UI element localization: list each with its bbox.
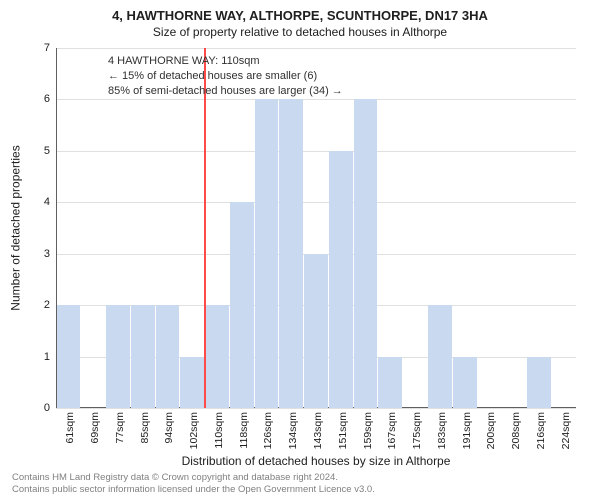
x-tick-label: 143sqm xyxy=(312,412,324,449)
callout-line: ← 15% of detached houses are smaller (6) xyxy=(108,69,343,84)
histogram-bar xyxy=(279,99,303,408)
histogram-bar xyxy=(378,357,402,408)
x-tick-label: 134sqm xyxy=(287,412,299,449)
histogram-bar xyxy=(106,305,130,408)
callout-box: 4 HAWTHORNE WAY: 110sqm← 15% of detached… xyxy=(104,52,347,101)
chart-plot-area: 0123456761sqm69sqm77sqm85sqm94sqm102sqm1… xyxy=(56,48,576,408)
histogram-bar xyxy=(304,254,328,408)
histogram-bar xyxy=(205,305,229,408)
x-tick-label: 110sqm xyxy=(213,412,225,449)
footer-attribution: Contains HM Land Registry data © Crown c… xyxy=(12,472,375,496)
bars-container xyxy=(56,48,576,408)
x-tick-label: 69sqm xyxy=(89,412,101,444)
y-axis-label: Number of detached properties xyxy=(8,48,24,408)
x-tick-label: 151sqm xyxy=(337,412,349,449)
y-tick-label: 7 xyxy=(44,42,50,54)
histogram-bar xyxy=(354,99,378,408)
y-tick-label: 3 xyxy=(44,248,50,260)
x-tick-label: 85sqm xyxy=(139,412,151,444)
histogram-bar xyxy=(428,305,452,408)
y-tick-label: 1 xyxy=(44,351,50,363)
y-tick-label: 2 xyxy=(44,299,50,311)
x-tick-label: 200sqm xyxy=(485,412,497,449)
x-tick-label: 167sqm xyxy=(386,412,398,449)
histogram-bar xyxy=(156,305,180,408)
x-tick-label: 61sqm xyxy=(64,412,76,444)
histogram-bar xyxy=(230,202,254,408)
x-tick-label: 159sqm xyxy=(362,412,374,449)
reference-line xyxy=(204,48,206,408)
callout-line: 85% of semi-detached houses are larger (… xyxy=(108,84,343,99)
histogram-bar xyxy=(329,151,353,408)
x-tick-label: 126sqm xyxy=(262,412,274,449)
x-tick-label: 224sqm xyxy=(560,412,572,449)
histogram-bar xyxy=(180,357,204,408)
histogram-bar xyxy=(57,305,81,408)
y-tick-label: 4 xyxy=(44,196,50,208)
gridline xyxy=(56,408,576,409)
page-title: 4, HAWTHORNE WAY, ALTHORPE, SCUNTHORPE, … xyxy=(0,0,600,23)
histogram-bar xyxy=(255,99,279,408)
x-tick-label: 94sqm xyxy=(163,412,175,444)
x-tick-label: 183sqm xyxy=(436,412,448,449)
x-axis-title: Distribution of detached houses by size … xyxy=(56,454,576,468)
x-tick-label: 208sqm xyxy=(510,412,522,449)
histogram-bar xyxy=(453,357,477,408)
x-tick-label: 77sqm xyxy=(114,412,126,444)
x-tick-label: 102sqm xyxy=(188,412,200,449)
x-tick-label: 191sqm xyxy=(461,412,473,449)
histogram-bar xyxy=(527,357,551,408)
x-tick-label: 118sqm xyxy=(238,412,250,449)
x-tick-label: 175sqm xyxy=(411,412,423,449)
histogram-bar xyxy=(131,305,155,408)
y-tick-label: 0 xyxy=(44,402,50,414)
callout-line: 4 HAWTHORNE WAY: 110sqm xyxy=(108,54,343,69)
page-subtitle: Size of property relative to detached ho… xyxy=(0,23,600,39)
y-tick-label: 5 xyxy=(44,145,50,157)
x-tick-label: 216sqm xyxy=(535,412,547,449)
y-tick-label: 6 xyxy=(44,93,50,105)
